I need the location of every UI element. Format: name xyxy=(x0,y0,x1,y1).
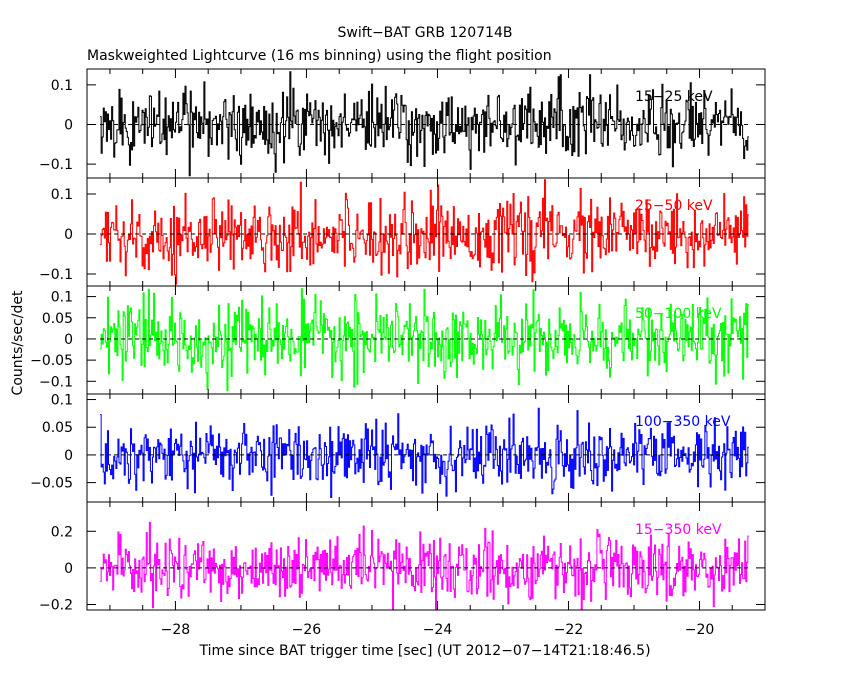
y-tick-label: 0.05 xyxy=(42,420,73,436)
y-tick-label: 0.1 xyxy=(51,393,73,409)
panel-frame xyxy=(86,501,766,611)
y-tick-label: −0.05 xyxy=(30,476,73,492)
x-tick-label: −24 xyxy=(423,622,453,638)
series-line xyxy=(100,407,749,498)
x-axis-label: Time since BAT trigger time [sec] (UT 20… xyxy=(198,643,650,659)
y-tick-label: 0 xyxy=(64,117,73,133)
chart-subtitle: Maskweighted Lightcurve (16 ms binning) … xyxy=(87,48,552,64)
band-label: 15−350 keV xyxy=(635,522,722,538)
y-tick-label: 0 xyxy=(64,332,73,348)
y-tick-label: −0.05 xyxy=(30,353,73,369)
panel-1: −0.1 0 0.1 25−50 keV xyxy=(39,177,766,287)
y-tick-label: −0.1 xyxy=(39,374,73,390)
y-tick-label: 0.2 xyxy=(51,524,73,540)
x-tick-label: −26 xyxy=(292,622,322,638)
panel-0: −0.1 0 0.1 15−25 keV xyxy=(39,68,766,179)
y-tick-label: 0 xyxy=(64,448,73,464)
y-tick-label: −0.1 xyxy=(39,157,73,173)
y-tick-label: 0 xyxy=(64,561,73,577)
panel-4: −0.2 0 0.2 15−350 keV xyxy=(39,501,766,614)
panel-2: −0.1 −0.05 0 0.05 0.1 50−100 keV xyxy=(30,285,766,395)
x-tick-label: −22 xyxy=(554,622,584,638)
series-line xyxy=(100,288,749,392)
y-tick-label: 0.1 xyxy=(51,187,73,203)
x-tick-label: −28 xyxy=(161,622,191,638)
series-line xyxy=(100,71,749,177)
y-tick-label: −0.2 xyxy=(39,598,73,614)
series-line xyxy=(100,179,749,285)
y-tick-label: −0.1 xyxy=(39,267,73,283)
panels-group: −0.100.115−25 keV−0.100.125−50 keV−0.1−0… xyxy=(30,68,766,638)
band-label: 15−25 keV xyxy=(635,89,713,105)
band-label: 100−350 keV xyxy=(635,414,731,430)
y-tick-label: 0.05 xyxy=(42,311,73,327)
series-line xyxy=(100,521,749,610)
chart-title: Swift−BAT GRB 120714B xyxy=(338,25,513,41)
band-label: 50−100 keV xyxy=(635,306,722,322)
y-axis-label: Counts/sec/det xyxy=(10,290,26,395)
x-tick-label: −20 xyxy=(685,622,715,638)
y-tick-label: 0.1 xyxy=(51,78,73,94)
y-tick-label: 0.1 xyxy=(51,290,73,306)
y-tick-label: 0 xyxy=(64,227,73,243)
band-label: 25−50 keV xyxy=(635,198,713,214)
